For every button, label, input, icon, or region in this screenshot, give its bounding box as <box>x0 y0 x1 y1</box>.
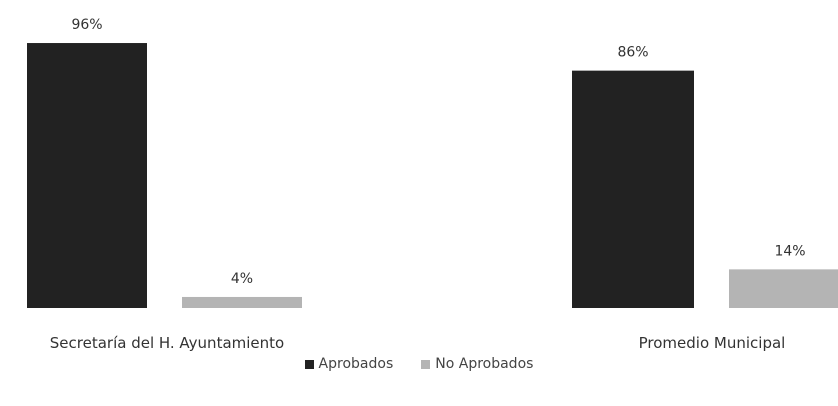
bar-no-aprobados-secretaria-del-h-ayuntamiento <box>182 296 302 308</box>
bar-aprobados-secretaria-del-h-ayuntamiento <box>27 43 147 308</box>
legend-swatch-no-aprobados <box>421 359 431 369</box>
data-label-no-aprobados-promedio-municipal: 14% <box>774 243 805 259</box>
category-label-promedio-municipal: Promedio Municipal <box>639 334 786 352</box>
data-label-aprobados-promedio-municipal: 86% <box>617 45 648 61</box>
legend-label-no-aprobados: No Aprobados <box>435 356 534 372</box>
legend-label-aprobados: Aprobados <box>318 356 394 372</box>
legend-item-no-aprobados: No Aprobados <box>421 356 533 372</box>
legend-swatch-aprobados <box>304 359 314 369</box>
bar-aprobados-promedio-municipal <box>572 70 694 308</box>
data-label-aprobados-secretaria-del-h-ayuntamiento: 96% <box>71 17 102 33</box>
bar-no-aprobados-promedio-municipal <box>729 269 838 308</box>
legend-item-aprobados: Aprobados <box>304 356 394 372</box>
legend: Aprobados No Aprobados <box>0 356 838 372</box>
data-label-no-aprobados-secretaria-del-h-ayuntamiento: 4% <box>231 271 253 287</box>
category-label-secretaria-del-h-ayuntamiento: Secretaría del H. Ayuntamiento <box>50 334 284 352</box>
